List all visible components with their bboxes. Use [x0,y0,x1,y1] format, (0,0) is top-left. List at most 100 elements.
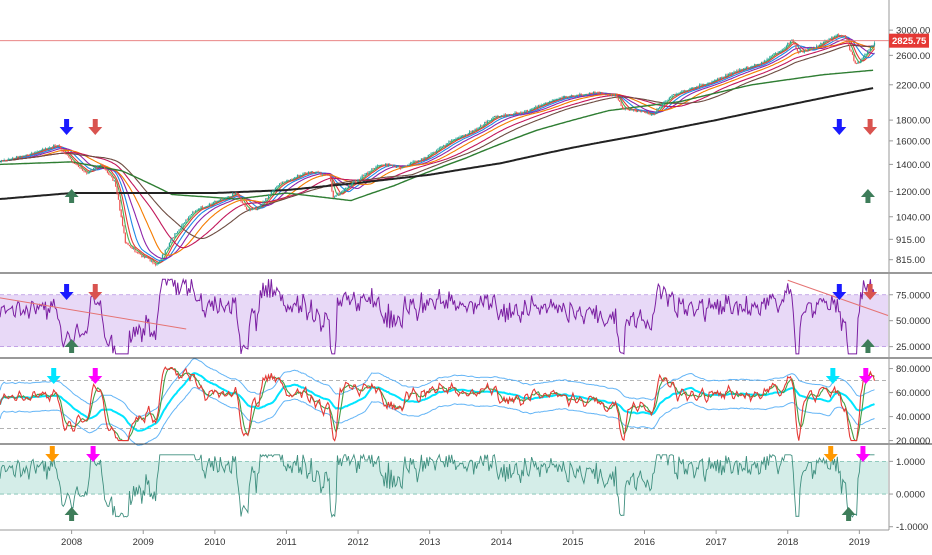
candle-body [758,63,760,65]
candle-body [167,246,169,249]
x-tick-label: 2017 [706,537,727,548]
candle-body [289,179,292,181]
candle-body [725,74,727,77]
long-moving-average-line [0,87,874,200]
x-tick-label: 2015 [562,537,583,548]
candle-body [671,94,673,97]
candle-body [609,94,611,96]
candle-body [794,42,796,45]
candle-body [678,92,680,94]
candle-body [598,92,600,94]
candle-body [358,179,361,181]
candle-body [551,100,553,102]
candle-body [507,114,509,116]
candle-body [155,263,157,265]
candle-body [696,86,698,88]
candle-body [148,257,150,259]
candle-body [789,40,792,44]
candle-body [189,215,191,218]
candle-body [867,50,869,54]
candle-body [188,217,190,220]
candle-body [515,112,518,114]
candle-body [610,94,613,96]
candle-body [660,106,662,108]
candle-body [787,43,789,46]
candle-body [554,99,556,101]
candle-body [873,42,876,46]
candle-body [98,165,100,166]
candle-body [350,184,352,186]
candle-body [811,47,814,49]
candle-body [635,110,637,112]
arrow-shaft [867,119,873,127]
candle-body [506,114,508,117]
candle-body [110,175,113,177]
candle-body [364,174,366,176]
candle-body [207,205,209,207]
candle-body [693,87,695,89]
arrow-head [59,292,74,300]
candle-body [256,208,259,211]
arrow-down-icon [59,284,74,300]
candle-body [420,158,423,161]
candle-body [248,209,250,210]
last-price-badge [889,33,929,48]
y-tick-label: 1400.00 [896,160,930,171]
candle-body [788,43,790,44]
candle-body [123,225,125,233]
candle-body [781,49,783,51]
candle-body [722,76,724,79]
candle-body [542,104,544,106]
oscillator-line [0,277,875,355]
candle-body [181,225,183,229]
candle-body [872,45,874,47]
candle-body [339,192,341,195]
candle-body [183,222,186,224]
candle-body [303,172,305,174]
candle-body [6,160,8,162]
candle-body [486,121,489,123]
candle-body [449,141,451,142]
arrow-head [46,376,61,384]
candle-body [409,162,411,165]
candle-body [310,171,312,173]
candle-body [192,211,194,215]
candle-body [54,144,56,146]
candle-body [324,174,326,176]
arrow-down-icon [832,284,847,300]
candle-body [854,60,856,64]
arrow-down-icon [863,284,878,300]
candle-body [813,47,815,49]
candle-body [470,131,472,133]
arrow-up-icon [64,189,79,203]
candle-body [190,214,193,216]
candle-body [373,168,376,170]
candle-body [809,48,811,49]
candle-body [558,98,560,100]
arrow-head [59,127,74,135]
candle-body [37,151,40,153]
candle-body [595,92,597,94]
candle-body [566,96,568,99]
candle-body [587,94,589,95]
arrow-head [64,339,79,347]
candle-body [467,133,469,135]
candle-body [62,150,64,152]
candle-body [614,95,617,97]
candle-body [157,262,159,265]
candle-body [550,101,552,102]
x-tick-label: 2010 [204,537,225,548]
candle-body [394,165,396,168]
candle-body [495,116,497,117]
candle-body [20,156,22,157]
candle-body [2,160,4,162]
arrow-shaft [69,195,75,203]
candle-body [306,173,308,175]
candle-body [223,198,226,200]
candle-body [269,194,271,196]
candle-body [796,48,798,52]
arrow-shaft [865,195,871,203]
candle-body [328,175,330,176]
candle-body [391,165,394,167]
candle-body [90,169,92,172]
